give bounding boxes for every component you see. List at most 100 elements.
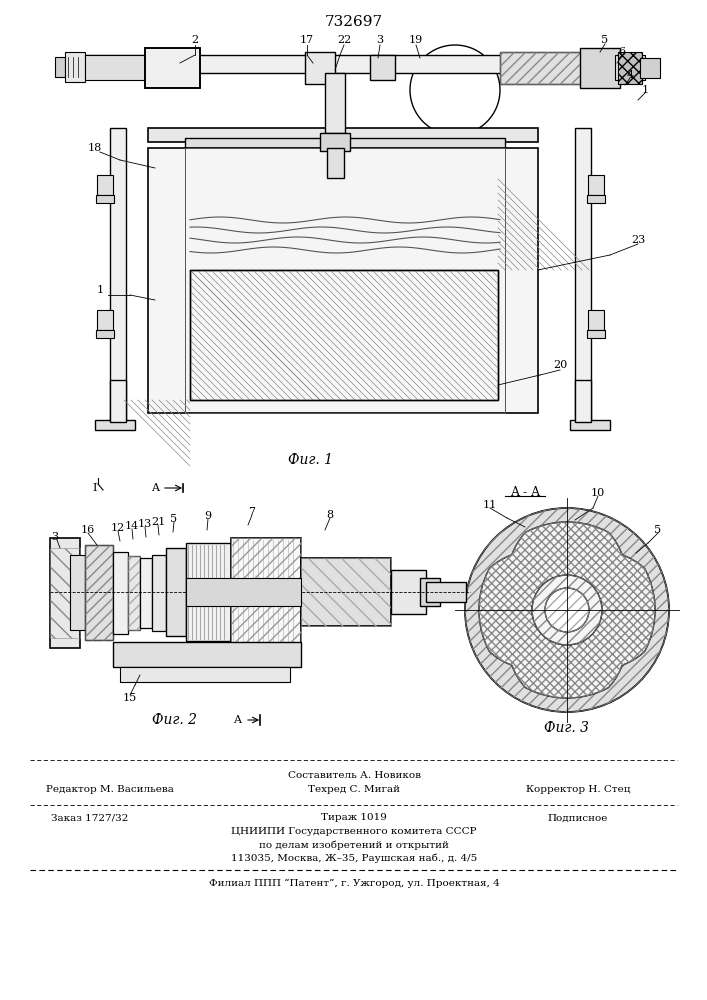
- Bar: [190, 270, 498, 400]
- Bar: [580, 48, 620, 88]
- Text: 5: 5: [170, 514, 177, 524]
- Bar: [575, 380, 591, 422]
- Bar: [301, 558, 391, 626]
- Text: Фиг. 1: Фиг. 1: [288, 453, 332, 467]
- Text: Корректор Н. Стец: Корректор Н. Стец: [526, 786, 630, 794]
- Bar: [231, 538, 301, 646]
- Text: Техред С. Мигай: Техред С. Мигай: [308, 786, 400, 794]
- Bar: [391, 570, 426, 614]
- Bar: [500, 52, 585, 84]
- Bar: [185, 138, 505, 148]
- Bar: [575, 128, 591, 423]
- Bar: [55, 57, 65, 77]
- Text: 17: 17: [300, 35, 314, 45]
- Bar: [148, 128, 538, 142]
- Bar: [85, 545, 113, 640]
- Text: Редактор М. Васильева: Редактор М. Васильева: [46, 786, 174, 794]
- Bar: [325, 73, 345, 133]
- Bar: [587, 195, 605, 203]
- Text: 13: 13: [138, 519, 152, 529]
- Bar: [110, 380, 126, 422]
- Text: Фиг. 3: Фиг. 3: [544, 721, 590, 735]
- Text: Подписное: Подписное: [548, 814, 608, 822]
- Text: 5: 5: [602, 35, 609, 45]
- Bar: [85, 55, 145, 80]
- Bar: [85, 545, 113, 640]
- Bar: [426, 582, 466, 602]
- Bar: [128, 556, 140, 630]
- Text: 6: 6: [619, 47, 626, 57]
- Circle shape: [77, 610, 87, 620]
- Text: Составитель А. Новиков: Составитель А. Новиков: [288, 772, 421, 780]
- Bar: [370, 55, 395, 80]
- Bar: [186, 543, 231, 641]
- Text: 2: 2: [192, 35, 199, 45]
- Circle shape: [532, 575, 602, 645]
- Text: ЦНИИПИ Государственного комитета СССР: ЦНИИПИ Государственного комитета СССР: [231, 828, 477, 836]
- Bar: [113, 642, 301, 667]
- Bar: [152, 555, 166, 631]
- Text: 20: 20: [553, 360, 567, 370]
- Bar: [113, 552, 128, 634]
- Bar: [185, 148, 505, 413]
- Text: 1: 1: [96, 285, 103, 295]
- Text: по делам изобретений и открытий: по делам изобретений и открытий: [259, 840, 449, 850]
- Bar: [588, 175, 604, 195]
- Bar: [140, 558, 152, 628]
- Bar: [95, 420, 135, 430]
- Text: I: I: [93, 483, 98, 493]
- Bar: [588, 310, 604, 330]
- Text: Заказ 1727/32: Заказ 1727/32: [52, 814, 129, 822]
- Bar: [320, 133, 350, 151]
- Text: 7: 7: [248, 507, 255, 517]
- Text: 10: 10: [591, 488, 605, 498]
- Bar: [500, 52, 585, 84]
- Bar: [148, 148, 538, 413]
- Bar: [640, 58, 660, 78]
- Text: 3: 3: [376, 35, 384, 45]
- Bar: [110, 128, 126, 423]
- Bar: [97, 310, 113, 330]
- Text: 14: 14: [125, 521, 139, 531]
- Text: 113035, Москва, Ж–35, Раушская наб., д. 4/5: 113035, Москва, Ж–35, Раушская наб., д. …: [231, 853, 477, 863]
- Text: 5: 5: [655, 525, 662, 535]
- Bar: [587, 330, 605, 338]
- Text: 11: 11: [483, 500, 497, 510]
- Text: Филиал ППП “Патент”, г. Ужгород, ул. Проектная, 4: Филиал ППП “Патент”, г. Ужгород, ул. Про…: [209, 878, 499, 888]
- Circle shape: [465, 508, 669, 712]
- Bar: [166, 548, 186, 636]
- Text: 732697: 732697: [325, 15, 383, 29]
- Bar: [570, 420, 610, 430]
- Text: Тираж 1019: Тираж 1019: [321, 814, 387, 822]
- Text: 3: 3: [52, 532, 59, 542]
- Bar: [231, 538, 301, 646]
- Bar: [50, 538, 80, 648]
- Bar: [62, 63, 90, 71]
- Bar: [120, 667, 290, 682]
- Bar: [618, 52, 642, 84]
- Text: 12: 12: [111, 523, 125, 533]
- Bar: [85, 55, 615, 73]
- Text: 15: 15: [123, 693, 137, 703]
- Circle shape: [77, 585, 87, 595]
- Text: 4: 4: [626, 70, 633, 80]
- Text: 1: 1: [641, 85, 648, 95]
- Bar: [128, 556, 140, 630]
- Text: 16: 16: [81, 525, 95, 535]
- Text: 8: 8: [327, 510, 334, 520]
- Bar: [97, 175, 113, 195]
- Bar: [50, 548, 80, 638]
- Text: 21: 21: [151, 517, 165, 527]
- Text: 18: 18: [88, 143, 102, 153]
- Text: A: A: [233, 715, 241, 725]
- Text: 23: 23: [631, 235, 645, 245]
- Text: 19: 19: [409, 35, 423, 45]
- Bar: [305, 52, 335, 84]
- Bar: [615, 55, 645, 80]
- Text: A: A: [151, 483, 159, 493]
- Bar: [190, 270, 498, 400]
- Bar: [65, 52, 85, 82]
- Bar: [145, 48, 200, 88]
- Bar: [186, 578, 301, 606]
- Text: 9: 9: [204, 511, 211, 521]
